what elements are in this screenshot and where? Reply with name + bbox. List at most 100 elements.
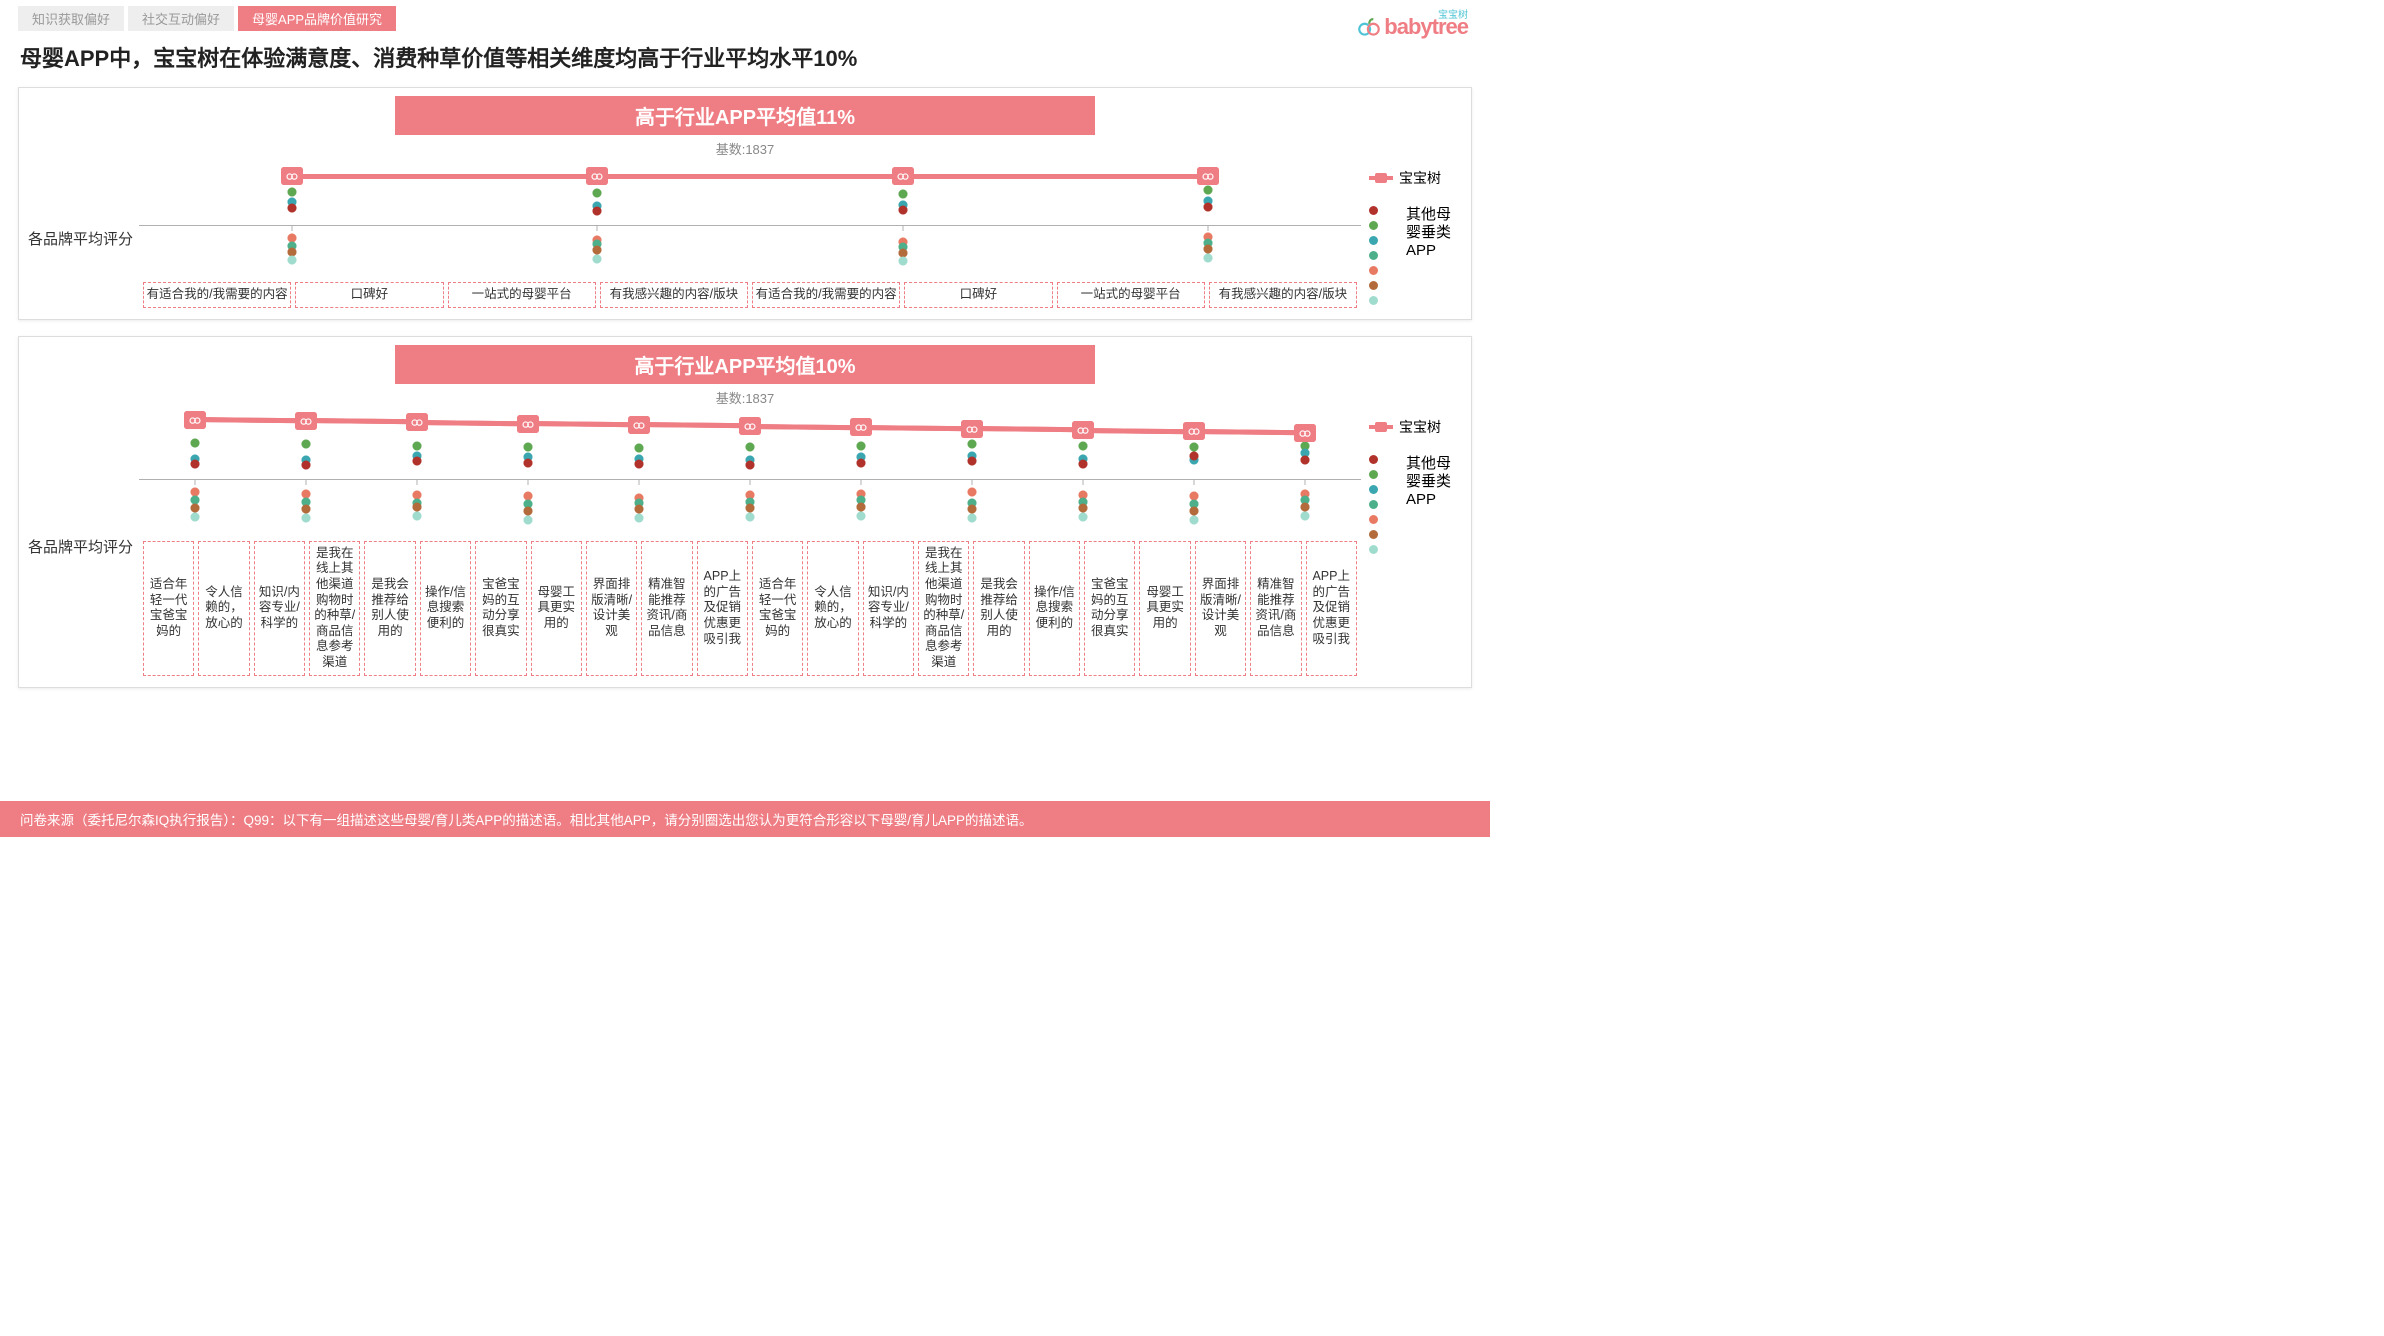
competitor-dot (287, 204, 296, 213)
competitor-dot (523, 515, 532, 524)
competitor-dot (898, 257, 907, 266)
page-title: 母婴APP中，宝宝树在体验满意度、消费种草价值等相关维度均高于行业平均水平10% (0, 31, 1490, 87)
legend-primary-label: 宝宝树 (1399, 417, 1441, 437)
competitor-dot (1204, 253, 1213, 262)
chart2-legend: 宝宝树其他母婴垂类APP (1361, 407, 1471, 687)
primary-marker (892, 167, 914, 185)
competitor-dot (190, 513, 199, 522)
category-label: APP上的广告及促销优惠更吸引我 (1306, 541, 1357, 676)
competitor-dot (968, 488, 977, 497)
competitor-dot (1079, 513, 1088, 522)
competitor-dot (1190, 506, 1199, 515)
tab-knowledge[interactable]: 知识获取偏好 (18, 6, 124, 31)
competitor-dot (301, 440, 310, 449)
legend-dot (1369, 470, 1378, 479)
legend-dot (1369, 455, 1378, 464)
chart1-plot: 有适合我的/我需要的内容口碑好一站式的母婴平台有我感兴趣的内容/版块有适合我的/… (139, 158, 1361, 319)
category-label: 有我感兴趣的内容/版块 (600, 282, 748, 308)
competitor-dot (898, 190, 907, 199)
category-label: 是我在线上其他渠道购物时的种草/商品信息参考渠道 (918, 541, 969, 676)
competitor-dot (634, 444, 643, 453)
competitor-dot (287, 187, 296, 196)
legend-dot (1369, 206, 1378, 215)
primary-marker (1294, 424, 1316, 442)
chart-panel-1: 高于行业APP平均值11% 基数:1837 各品牌平均评分 有适合我的/我需要的… (18, 87, 1472, 320)
legend-others-label: 其他母婴垂类APP (1406, 455, 1463, 509)
competitor-dot (593, 206, 602, 215)
competitor-dot (634, 459, 643, 468)
category-label: 是我在线上其他渠道购物时的种草/商品信息参考渠道 (309, 541, 360, 676)
primary-marker (295, 412, 317, 430)
primary-line-seg (861, 425, 972, 431)
competitor-dot (968, 505, 977, 514)
category-label: 母婴工具更实用的 (531, 541, 582, 676)
competitor-dot (746, 513, 755, 522)
primary-line-seg (195, 417, 306, 423)
competitor-dot (412, 511, 421, 520)
category-label: 宝爸宝妈的互动分享很真实 (1084, 541, 1135, 676)
chart2-plot: 适合年轻一代宝爸宝妈的令人信赖的，放心的知识/内容专业/科学的是我在线上其他渠道… (139, 407, 1361, 687)
legend-dot (1369, 530, 1378, 539)
competitor-dot (746, 442, 755, 451)
competitor-dot (1190, 442, 1199, 451)
category-label: 知识/内容专业/科学的 (254, 541, 305, 676)
legend-dot (1369, 485, 1378, 494)
category-label: 适合年轻一代宝爸宝妈的 (143, 541, 194, 676)
category-label: 操作/信息搜索便利的 (1029, 541, 1080, 676)
legend-dot (1369, 236, 1378, 245)
category-label: 界面排版清晰/设计美观 (1195, 541, 1246, 676)
category-label: 母婴工具更实用的 (1139, 541, 1190, 676)
competitor-dot (593, 188, 602, 197)
primary-line-seg (1083, 428, 1194, 434)
tab-bar: 知识获取偏好 社交互动偏好 母婴APP品牌价值研究 (0, 0, 1490, 31)
category-label: 一站式的母婴平台 (448, 282, 596, 308)
primary-marker (850, 418, 872, 436)
primary-marker (1197, 167, 1219, 185)
competitor-dot (1190, 515, 1199, 524)
chart1-base: 基数:1837 (19, 139, 1471, 158)
logo-cn-text: 宝宝树 (1438, 6, 1468, 21)
category-label: 知识/内容专业/科学的 (863, 541, 914, 676)
category-label: 是我会推荐给别人使用的 (364, 541, 415, 676)
category-label: 有适合我的/我需要的内容 (752, 282, 900, 308)
primary-line-seg (1194, 429, 1305, 435)
primary-line-seg (639, 422, 750, 428)
category-label: 有我感兴趣的内容/版块 (1209, 282, 1357, 308)
brand-logo: 宝宝树 babytree (1356, 14, 1468, 40)
tab-social[interactable]: 社交互动偏好 (128, 6, 234, 31)
logo-icon (1356, 14, 1382, 40)
competitor-dot (287, 256, 296, 265)
primary-line-seg (597, 174, 903, 179)
category-label: 口碑好 (904, 282, 1052, 308)
category-label: 精准智能推荐资讯/商品信息 (1250, 541, 1301, 676)
competitor-dot (593, 254, 602, 263)
legend-dot (1369, 515, 1378, 524)
competitor-dot (1079, 459, 1088, 468)
legend-primary-swatch (1369, 425, 1393, 429)
competitor-dot (1301, 511, 1310, 520)
competitor-dot (301, 461, 310, 470)
competitor-dot (857, 441, 866, 450)
competitor-dot (412, 502, 421, 511)
primary-marker (628, 416, 650, 434)
competitor-dot (1079, 441, 1088, 450)
chart-panel-2: 高于行业APP平均值10% 基数:1837 各品牌平均评分 适合年轻一代宝爸宝妈… (18, 336, 1472, 688)
legend-dot (1369, 545, 1378, 554)
primary-marker (184, 411, 206, 429)
category-label: 一站式的母婴平台 (1057, 282, 1205, 308)
competitor-dot (523, 442, 532, 451)
category-label: 界面排版清晰/设计美观 (586, 541, 637, 676)
tab-brand-value[interactable]: 母婴APP品牌价值研究 (238, 6, 396, 31)
primary-line-seg (972, 426, 1083, 432)
primary-line-seg (903, 174, 1209, 179)
primary-line-seg (292, 174, 598, 179)
category-label: 适合年轻一代宝爸宝妈的 (752, 541, 803, 676)
primary-marker (739, 417, 761, 435)
primary-marker (1072, 421, 1094, 439)
category-label: 令人信赖的，放心的 (807, 541, 858, 676)
competitor-dot (523, 458, 532, 467)
legend-dot (1369, 296, 1378, 305)
primary-marker (517, 415, 539, 433)
competitor-dot (1190, 452, 1199, 461)
primary-marker (1183, 422, 1205, 440)
